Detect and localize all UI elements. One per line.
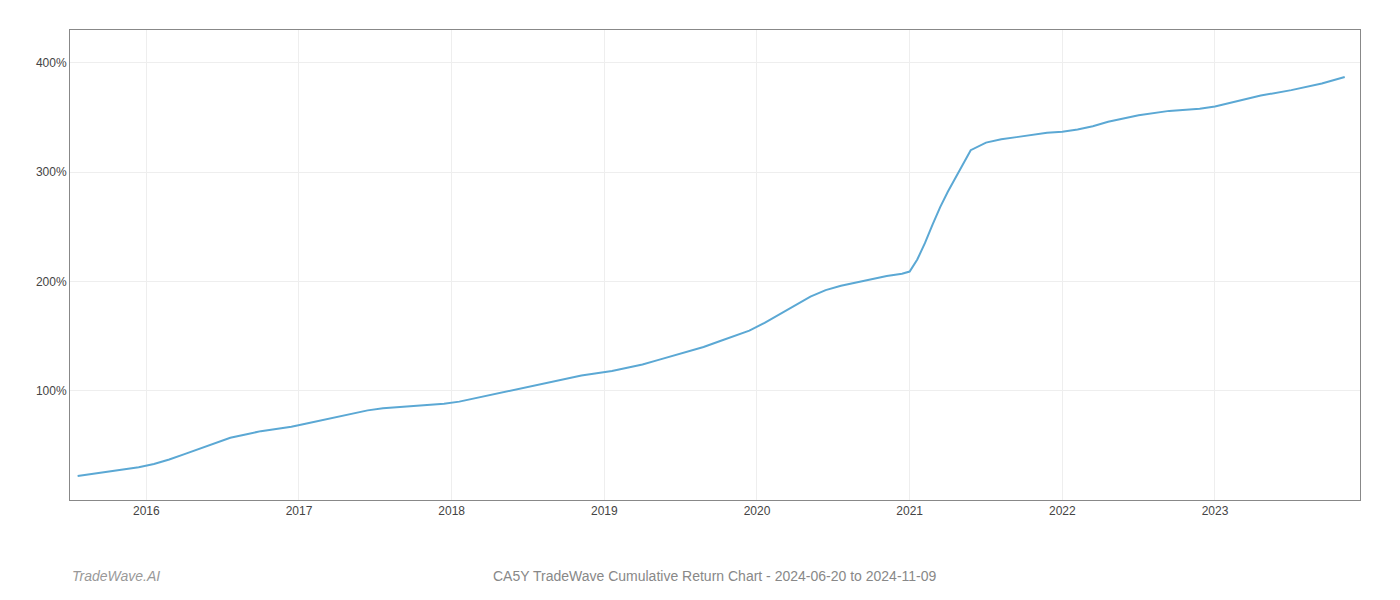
svg-text:2017: 2017 <box>286 504 313 518</box>
svg-text:2019: 2019 <box>591 504 618 518</box>
svg-text:100%: 100% <box>36 384 67 398</box>
svg-text:2020: 2020 <box>744 504 771 518</box>
svg-text:2018: 2018 <box>438 504 465 518</box>
svg-text:400%: 400% <box>36 56 67 70</box>
svg-text:2023: 2023 <box>1202 504 1229 518</box>
svg-text:CA5Y TradeWave Cumulative Retu: CA5Y TradeWave Cumulative Return Chart -… <box>493 568 937 584</box>
svg-text:TradeWave.AI: TradeWave.AI <box>72 568 160 584</box>
svg-text:2022: 2022 <box>1049 504 1076 518</box>
svg-text:200%: 200% <box>36 275 67 289</box>
svg-text:2021: 2021 <box>896 504 923 518</box>
svg-text:2016: 2016 <box>133 504 160 518</box>
svg-text:300%: 300% <box>36 165 67 179</box>
